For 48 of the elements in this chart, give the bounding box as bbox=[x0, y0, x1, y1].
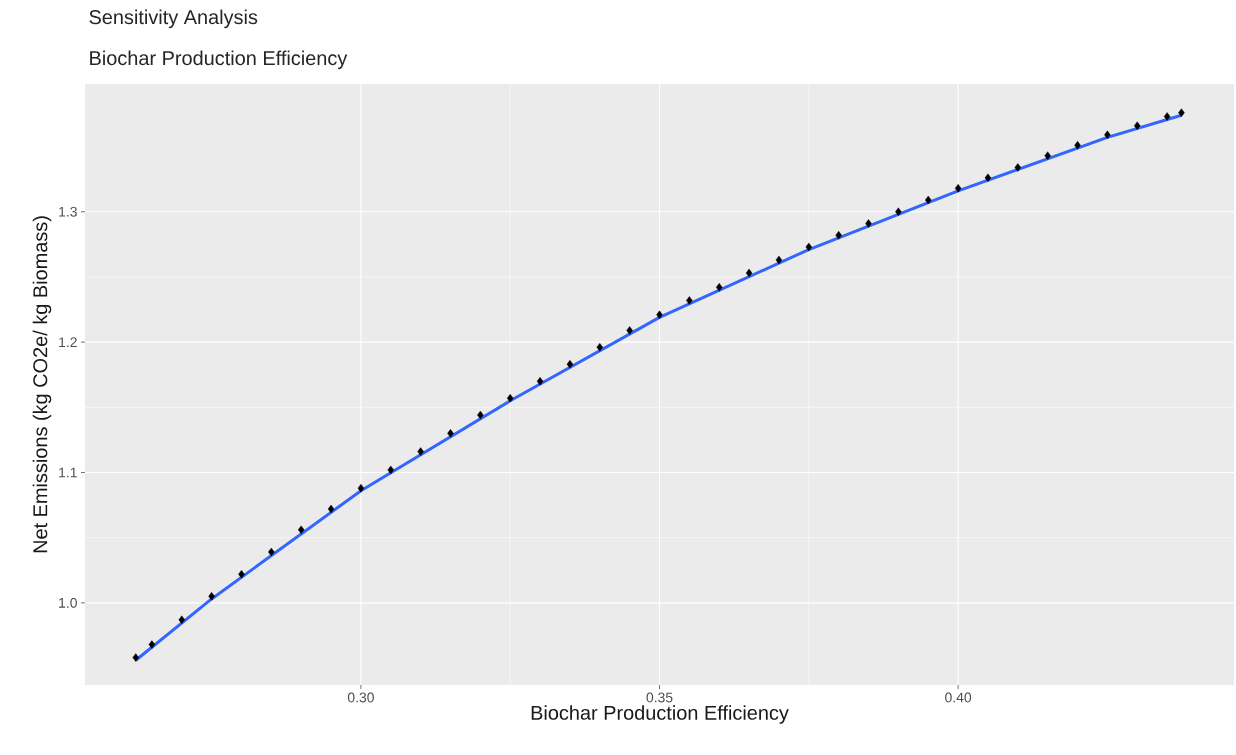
point bbox=[1134, 121, 1141, 130]
point bbox=[148, 640, 156, 649]
point bbox=[507, 393, 514, 403]
point bbox=[566, 360, 574, 369]
point bbox=[268, 547, 275, 557]
point bbox=[984, 173, 992, 183]
point bbox=[357, 483, 365, 493]
point bbox=[805, 242, 812, 252]
point bbox=[835, 231, 842, 240]
point bbox=[132, 653, 139, 662]
point bbox=[686, 296, 693, 305]
point bbox=[1163, 112, 1171, 121]
point bbox=[1014, 163, 1022, 172]
x-tick-label: 0.30 bbox=[347, 692, 374, 703]
y-tick-label: 1.0 bbox=[59, 597, 77, 608]
x-tick-label: 0.35 bbox=[646, 692, 673, 703]
point bbox=[1074, 141, 1081, 150]
point bbox=[596, 343, 603, 352]
y-axis-title: Net Emissions (kg CO2e/ kg Biomass) bbox=[32, 216, 52, 553]
chart-title: Sensitivity Analysis bbox=[89, 9, 258, 29]
y-tick-label: 1.3 bbox=[59, 206, 77, 217]
point bbox=[387, 465, 394, 475]
y-tick-label: 1.2 bbox=[59, 337, 77, 347]
point bbox=[656, 310, 663, 319]
point bbox=[626, 326, 633, 335]
point bbox=[745, 268, 753, 278]
point bbox=[178, 615, 185, 624]
y-tick-label: 1.1 bbox=[59, 467, 77, 478]
point bbox=[327, 504, 335, 514]
point bbox=[297, 525, 305, 535]
point bbox=[925, 195, 932, 205]
point bbox=[417, 447, 424, 456]
point bbox=[865, 219, 872, 228]
point bbox=[775, 255, 783, 265]
point bbox=[1104, 130, 1111, 140]
point bbox=[536, 377, 544, 386]
point bbox=[238, 569, 245, 579]
x-axis-title: Biochar Production Efficiency bbox=[531, 705, 789, 724]
point bbox=[477, 410, 484, 420]
point bbox=[1178, 108, 1185, 117]
x-tick-label: 0.40 bbox=[945, 692, 972, 703]
point bbox=[954, 184, 962, 193]
point bbox=[1044, 151, 1051, 160]
point bbox=[447, 429, 454, 438]
chart-subtitle: Biochar Production Efficiency bbox=[90, 50, 348, 70]
point bbox=[895, 207, 902, 216]
point bbox=[208, 592, 215, 601]
point bbox=[716, 283, 723, 292]
